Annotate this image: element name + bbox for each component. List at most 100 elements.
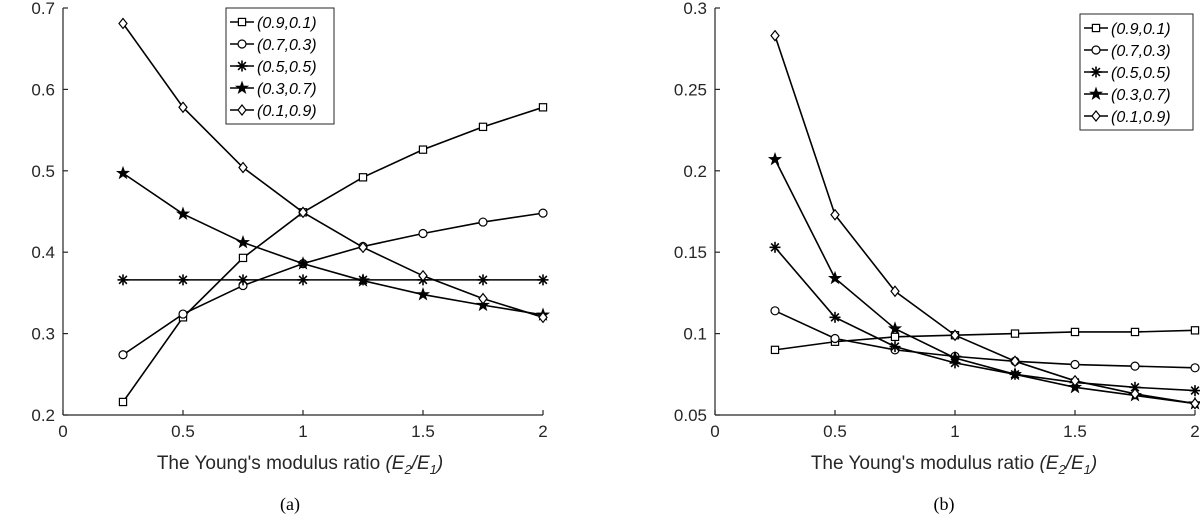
data-point <box>115 165 131 180</box>
panel-caption: (a) <box>280 494 300 515</box>
legend-item: (0.3,0.7) <box>1084 86 1171 104</box>
y-tick-label: 0.5 <box>31 162 55 181</box>
legend-label: (0.3,0.7) <box>1111 87 1171 104</box>
data-point <box>178 309 188 319</box>
legend-marker <box>1091 45 1101 55</box>
data-point <box>890 332 900 342</box>
data-point <box>1129 381 1141 393</box>
data-point <box>538 208 548 218</box>
data-point <box>117 274 129 286</box>
y-tick-label: 0.05 <box>674 406 707 425</box>
data-point <box>770 345 780 355</box>
series-line <box>122 212 544 356</box>
data-point <box>477 274 489 286</box>
series-line <box>774 246 1196 392</box>
data-point <box>889 341 901 353</box>
data-point <box>1070 374 1080 387</box>
data-point <box>947 350 963 365</box>
data-point <box>237 274 249 286</box>
legend: (0.9,0.1) (0.7,0.3) (0.5,0.5) (0.3,0.7) (0.1… <box>1079 13 1194 131</box>
x-tick-label: 0 <box>58 422 67 441</box>
legend-marker <box>237 104 247 116</box>
data-point <box>890 285 900 298</box>
legend-label: (0.5,0.5) <box>1111 65 1171 82</box>
legend-marker <box>1091 23 1101 33</box>
data-point <box>767 151 783 166</box>
y-tick-label: 0.2 <box>31 406 55 425</box>
data-point <box>297 274 309 286</box>
legend-label: (0.1,0.9) <box>257 103 317 120</box>
legend-label: (0.1,0.9) <box>1111 109 1171 126</box>
data-point <box>538 103 548 112</box>
x-tick-label: 1.5 <box>1063 422 1087 441</box>
data-point <box>418 228 428 239</box>
y-tick-label: 0.7 <box>31 0 55 18</box>
y-tick-label: 0.6 <box>31 80 55 99</box>
legend-marker <box>1090 66 1102 78</box>
data-point <box>298 206 308 219</box>
series-line <box>774 159 1196 405</box>
series-diamond <box>118 17 548 324</box>
data-point <box>1190 326 1200 335</box>
legend: (0.9,0.1) (0.7,0.3) (0.5,0.5) (0.3,0.7) (0.1… <box>225 7 335 125</box>
data-point <box>175 206 191 220</box>
data-point <box>1070 327 1080 337</box>
data-point <box>118 397 128 407</box>
data-point <box>830 208 840 221</box>
y-tick-label: 0.4 <box>31 243 55 262</box>
data-point <box>478 122 488 132</box>
data-point <box>1007 366 1023 381</box>
legend-marker <box>237 17 247 27</box>
series-square <box>118 103 548 407</box>
series-asterisk <box>117 274 549 286</box>
data-point <box>1010 329 1020 338</box>
data-point <box>1190 363 1200 373</box>
data-point <box>295 256 311 270</box>
data-point <box>415 287 431 301</box>
data-point <box>770 29 780 42</box>
data-point <box>178 101 188 114</box>
legend-item: (0.7,0.3) <box>1084 43 1171 60</box>
y-tick-label: 0.2 <box>683 162 707 181</box>
legend-item: (0.3,0.7) <box>230 80 317 98</box>
y-tick-label: 0.25 <box>674 80 707 99</box>
x-tick-label: 2 <box>1190 422 1199 441</box>
x-axis-label: The Young's modulus ratio (E2/E1) <box>811 453 1097 477</box>
chart-panel-b: 0 0.5 1 1.5 2 0.05 0.1 0.15 0.2 0.25 0.3 The Young'… <box>674 0 1200 515</box>
legend-item: (0.9,0.1) <box>230 15 317 32</box>
legend-marker <box>237 39 247 49</box>
data-point <box>238 161 248 174</box>
legend-label: (0.9,0.1) <box>1111 21 1171 38</box>
data-point <box>177 274 189 286</box>
data-point <box>1070 359 1080 370</box>
x-tick-label: 0.5 <box>823 422 847 441</box>
x-tick-label: 0 <box>710 422 719 441</box>
series-line <box>774 35 1196 405</box>
x-tick-label: 0.5 <box>171 422 195 441</box>
data-point <box>537 274 549 286</box>
legend-item: (0.5,0.5) <box>230 59 317 76</box>
data-point <box>118 350 128 360</box>
x-tick-label: 2 <box>538 422 547 441</box>
y-tick-label: 0.3 <box>31 325 55 344</box>
data-point <box>118 17 128 30</box>
data-point <box>769 241 781 253</box>
legend-marker <box>234 80 250 94</box>
data-point <box>418 145 428 154</box>
legend-item: (0.1,0.9) <box>1084 109 1171 126</box>
legend-item: (0.7,0.3) <box>230 37 317 54</box>
legend-marker <box>1088 86 1104 100</box>
x-tick-label: 1.5 <box>411 422 435 441</box>
data-point <box>1130 327 1140 337</box>
data-point <box>478 217 488 227</box>
data-point <box>478 292 488 305</box>
legend-marker <box>236 60 248 72</box>
legend-label: (0.3,0.7) <box>257 81 317 98</box>
series-line <box>774 310 1196 369</box>
data-point <box>538 311 548 324</box>
y-tick-label: 0.15 <box>674 243 707 262</box>
data-point <box>887 321 903 335</box>
data-point <box>418 269 428 282</box>
chart-panel-a: 0 0.5 1 1.5 2 0.2 0.3 0.4 0.5 0.6 0.7 The Young's m… <box>31 0 551 515</box>
